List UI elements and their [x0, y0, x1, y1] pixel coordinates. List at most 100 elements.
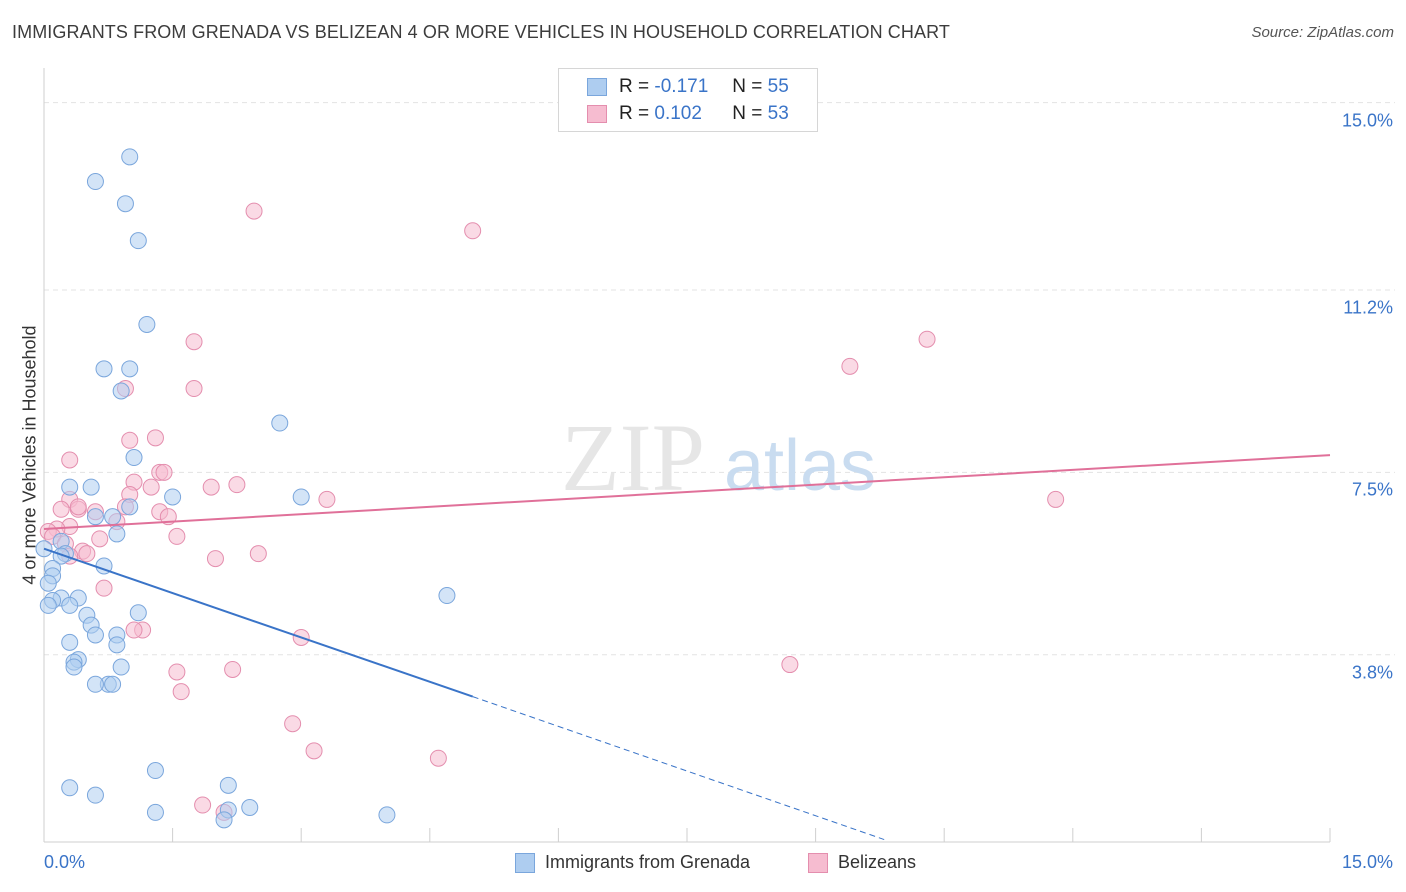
watermark-atlas: atlas — [724, 426, 876, 506]
grenada-point — [95, 360, 113, 378]
grenada-point — [104, 675, 122, 693]
bottom-legend-swatch-blue — [515, 852, 535, 873]
grenada-point — [219, 776, 237, 794]
grenada-point — [108, 525, 126, 543]
belizean-point — [52, 500, 70, 518]
bottom-legend-label: Immigrants from Grenada — [545, 852, 751, 872]
legend-n-label: N = — [732, 103, 763, 124]
belizean-point — [245, 202, 263, 220]
belizean-point — [185, 333, 203, 351]
grenada-trend-line — [43, 547, 473, 698]
belizeans-points — [39, 202, 1065, 821]
bottom-legend-belizeans: Belizeans — [808, 852, 916, 873]
grid-lines — [44, 102, 1395, 656]
grenada-point — [271, 414, 289, 432]
belizean-point — [172, 683, 190, 701]
grenada-point — [378, 806, 396, 824]
belizean-point — [464, 222, 482, 240]
belizean-point — [95, 579, 113, 597]
legend-swatch-pink — [587, 105, 607, 123]
y-tick-label: 11.2% — [1343, 297, 1393, 318]
belizean-point — [142, 478, 160, 496]
grenada-point — [52, 547, 70, 565]
axes — [43, 68, 1331, 843]
belizean-point — [78, 545, 96, 563]
belizean-point — [318, 490, 336, 508]
grenada-point — [112, 382, 130, 400]
legend-r-label: R = — [619, 103, 650, 124]
grenada-point — [125, 449, 143, 467]
y-tick-label: 7.5% — [1351, 479, 1393, 500]
legend: R = -0.171 N = 55 R = 0.102 N = 53 — [558, 68, 818, 132]
belizean-point — [125, 621, 143, 639]
grenada-trend-extension — [472, 696, 885, 841]
grenada-point — [241, 798, 259, 816]
grenada-point — [129, 232, 147, 250]
legend-row-belizeans: R = 0.102 N = 53 — [587, 102, 789, 126]
belizean-point — [69, 498, 87, 516]
belizean-point — [305, 742, 323, 760]
grenada-point — [39, 574, 57, 592]
y-tick-label: 3.8% — [1351, 662, 1393, 683]
grenada-point — [121, 498, 139, 516]
belizean-point — [224, 660, 242, 678]
bottom-legend-swatch-pink — [808, 852, 828, 873]
chart-title: IMMIGRANTS FROM GRENADA VS BELIZEAN 4 OR… — [12, 22, 950, 42]
grenada-point — [82, 478, 100, 496]
legend-n-value: 53 — [767, 103, 789, 124]
grenada-point — [86, 508, 104, 526]
belizean-point — [249, 545, 267, 563]
watermark: ZIP atlas — [561, 404, 876, 511]
legend-r-value: 0.102 — [654, 103, 702, 124]
belizean-point — [1047, 490, 1065, 508]
belizean-point — [168, 663, 186, 681]
grenada-point — [112, 658, 130, 676]
grenada-point — [61, 478, 79, 496]
grenada-point — [146, 803, 164, 821]
belizean-point — [918, 330, 936, 348]
belizean-point — [841, 357, 859, 375]
y-tick-label: 15.0% — [1341, 110, 1393, 131]
x-tick-min: 0.0% — [44, 852, 86, 872]
belizean-point — [168, 527, 186, 545]
legend-r-label: R = — [619, 76, 650, 97]
belizean-point — [202, 478, 220, 496]
legend-n-label: N = — [732, 76, 763, 97]
grenada-point — [438, 587, 456, 605]
belizean-point — [185, 380, 203, 398]
grenada-point — [39, 596, 57, 614]
grenada-point — [104, 508, 122, 526]
belizean-point — [121, 431, 139, 449]
belizean-trend-line — [43, 454, 1331, 531]
grenada-point — [164, 488, 182, 506]
grenada-point — [121, 360, 139, 378]
grenada-point — [116, 195, 134, 213]
belizean-point — [91, 530, 109, 548]
legend-n-value: 55 — [767, 76, 789, 97]
legend-r-value: -0.171 — [654, 76, 709, 97]
grenada-point — [292, 488, 310, 506]
grenada-point — [86, 173, 104, 191]
trend-lines — [43, 454, 1331, 841]
legend-swatch-blue — [587, 78, 607, 96]
grenada-point — [61, 633, 79, 651]
grenada-point — [129, 604, 147, 622]
grenada-point — [138, 315, 156, 333]
belizean-point — [194, 796, 212, 814]
belizean-point — [155, 463, 173, 481]
grenada-point — [108, 636, 126, 654]
grenada-points — [35, 148, 456, 829]
bottom-legend-grenada: Immigrants from Grenada — [515, 852, 750, 873]
grenada-point — [61, 779, 79, 797]
belizean-point — [228, 476, 246, 494]
grenada-point — [65, 658, 83, 676]
belizean-point — [781, 656, 799, 674]
belizean-point — [146, 429, 164, 447]
grenada-point — [146, 762, 164, 780]
grenada-point — [86, 626, 104, 644]
legend-row-grenada: R = -0.171 N = 55 — [587, 75, 789, 99]
grenada-point — [61, 596, 79, 614]
grenada-point — [215, 811, 233, 829]
belizean-point — [61, 451, 79, 469]
